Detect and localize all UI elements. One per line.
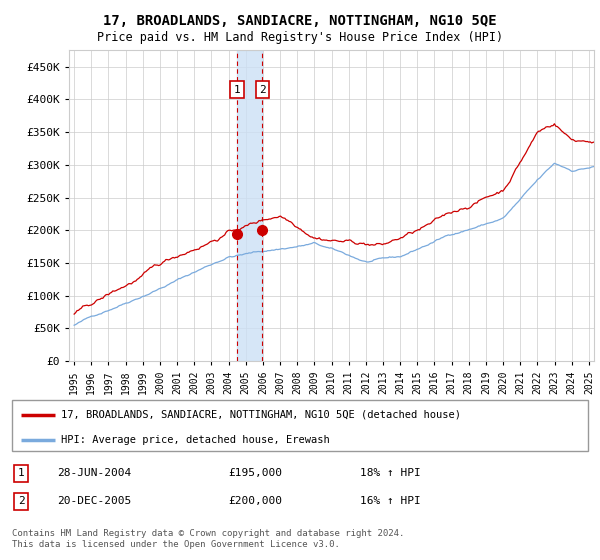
Text: 1: 1	[17, 468, 25, 478]
Text: 2: 2	[17, 496, 25, 506]
Text: 18% ↑ HPI: 18% ↑ HPI	[360, 468, 421, 478]
Text: 16% ↑ HPI: 16% ↑ HPI	[360, 496, 421, 506]
Bar	[237, 50, 262, 361]
Text: Contains HM Land Registry data © Crown copyright and database right 2024.
This d: Contains HM Land Registry data © Crown c…	[12, 529, 404, 549]
Text: 20-DEC-2005: 20-DEC-2005	[57, 496, 131, 506]
Text: 2: 2	[259, 85, 266, 95]
Text: 28-JUN-2004: 28-JUN-2004	[57, 468, 131, 478]
Text: 17, BROADLANDS, SANDIACRE, NOTTINGHAM, NG10 5QE: 17, BROADLANDS, SANDIACRE, NOTTINGHAM, N…	[103, 14, 497, 28]
Text: Price paid vs. HM Land Registry's House Price Index (HPI): Price paid vs. HM Land Registry's House …	[97, 31, 503, 44]
Text: 17, BROADLANDS, SANDIACRE, NOTTINGHAM, NG10 5QE (detached house): 17, BROADLANDS, SANDIACRE, NOTTINGHAM, N…	[61, 409, 461, 419]
Text: 1: 1	[234, 85, 241, 95]
Text: £195,000: £195,000	[228, 468, 282, 478]
Text: HPI: Average price, detached house, Erewash: HPI: Average price, detached house, Erew…	[61, 435, 330, 445]
Text: £200,000: £200,000	[228, 496, 282, 506]
